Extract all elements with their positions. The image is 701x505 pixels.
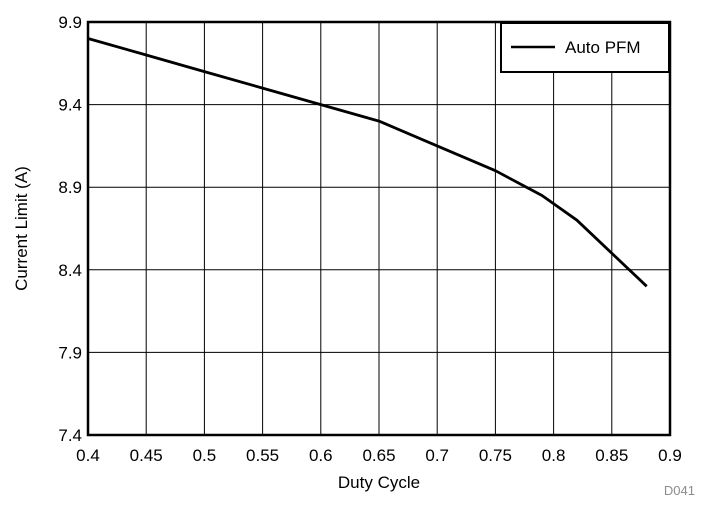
series-layer bbox=[87, 37, 648, 288]
y-tick-label: 7.9 bbox=[58, 343, 82, 362]
x-tick-label: 0.5 bbox=[193, 446, 217, 465]
x-tick-label: 0.75 bbox=[479, 446, 512, 465]
y-tick-labels: 7.4 7.9 8.4 8.9 9.4 9.9 bbox=[58, 13, 82, 445]
y-tick-label: 9.9 bbox=[58, 13, 82, 32]
x-tick-label: 0.65 bbox=[362, 446, 395, 465]
figure-id: D041 bbox=[664, 483, 695, 498]
y-tick-label: 9.4 bbox=[58, 96, 82, 115]
legend: Auto PFM bbox=[500, 22, 670, 73]
x-tick-label: 0.4 bbox=[76, 446, 100, 465]
y-axis-title: Current Limit (A) bbox=[12, 166, 31, 291]
x-tick-label: 0.85 bbox=[595, 446, 628, 465]
x-tick-label: 0.6 bbox=[309, 446, 333, 465]
x-tick-labels: 0.4 0.45 0.5 0.55 0.6 0.65 0.7 0.75 0.8 0.85 0.9 bbox=[76, 446, 682, 465]
x-axis-title: Duty Cycle bbox=[338, 473, 420, 492]
series-line-0 bbox=[87, 37, 648, 288]
plot-frame bbox=[86, 20, 672, 437]
x-tick-label: 0.8 bbox=[542, 446, 566, 465]
x-tick-label: 0.7 bbox=[425, 446, 449, 465]
y-tick-label: 7.4 bbox=[58, 426, 82, 445]
y-tick-label: 8.9 bbox=[58, 178, 82, 197]
legend-label: Auto PFM bbox=[565, 38, 641, 57]
x-tick-label: 0.45 bbox=[130, 446, 163, 465]
y-tick-label: 8.4 bbox=[58, 261, 82, 280]
x-tick-label: 0.9 bbox=[658, 446, 682, 465]
x-tick-label: 0.55 bbox=[246, 446, 279, 465]
grid bbox=[87, 21, 671, 436]
